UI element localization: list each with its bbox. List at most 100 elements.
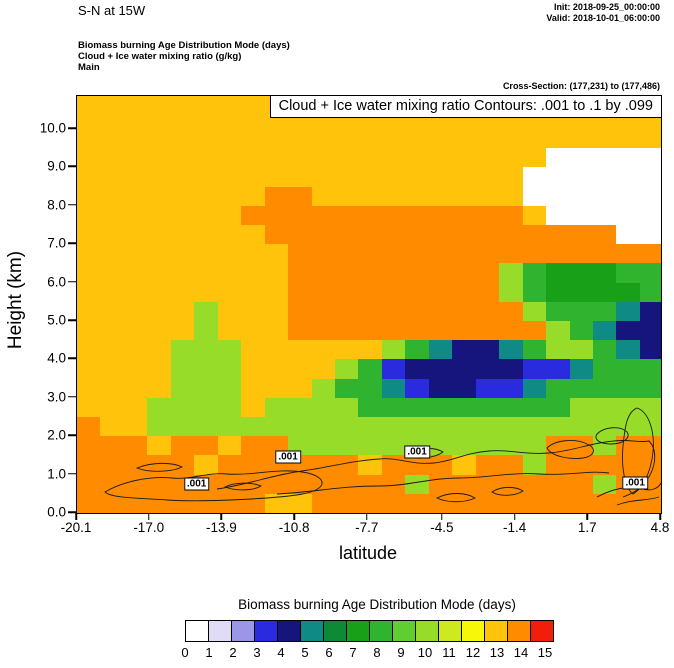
heatmap-cell	[592, 455, 618, 476]
heatmap-cell	[569, 225, 594, 245]
heatmap-cell	[522, 167, 547, 188]
heatmap-cell	[311, 186, 336, 207]
x-tick-label: -1.4	[502, 520, 527, 535]
heatmap-cell	[334, 359, 360, 380]
heatmap-cell	[452, 263, 477, 284]
heatmap-cell	[241, 148, 266, 169]
heatmap-cell	[147, 378, 172, 399]
heatmap-cell	[100, 474, 125, 495]
heatmap-cell	[522, 340, 547, 361]
heatmap-cell	[405, 263, 430, 284]
heatmap-cell	[77, 455, 102, 476]
heatmap-cell	[592, 148, 618, 169]
heatmap-cell	[170, 493, 195, 513]
heatmap-cell	[264, 129, 289, 149]
heatmap-cell	[475, 455, 500, 476]
heatmap-cell	[428, 397, 453, 418]
heatmap-cell	[334, 129, 360, 149]
legend-tick-label: 5	[301, 645, 309, 660]
heatmap-cell	[100, 378, 125, 399]
heatmap-cell	[170, 167, 195, 188]
heatmap-cell	[194, 417, 219, 437]
heatmap-cell	[475, 397, 500, 418]
heatmap-cell	[428, 436, 453, 457]
heatmap-cell	[381, 167, 407, 188]
heatmap-cell	[405, 205, 430, 226]
heatmap-cell	[217, 205, 242, 226]
heatmap-cell	[147, 129, 172, 149]
heatmap-cell	[194, 455, 219, 476]
y-tick-mark	[68, 319, 76, 321]
heatmap-cell	[241, 129, 266, 149]
heatmap-cell	[288, 244, 313, 265]
legend-color-cell	[277, 620, 301, 642]
heatmap-cell	[100, 167, 125, 188]
heatmap-cell	[452, 167, 477, 188]
heatmap-cell	[170, 186, 195, 207]
heatmap-cell	[147, 109, 172, 130]
heatmap-cell	[405, 397, 430, 418]
heatmap-cell	[428, 225, 453, 245]
legend-tick-label: 2	[229, 645, 237, 660]
y-tick-label: 8.0	[47, 197, 66, 213]
heatmap-cell	[522, 321, 547, 341]
heatmap-cell	[569, 282, 594, 303]
heatmap-cell	[405, 167, 430, 188]
heatmap-cell	[475, 244, 500, 265]
heatmap-cell	[569, 301, 594, 322]
heatmap-cell	[77, 205, 102, 226]
heatmap-cell	[499, 244, 524, 265]
heatmap-cell	[358, 167, 383, 188]
heatmap-cell	[639, 417, 661, 437]
heatmap-cell	[358, 148, 383, 169]
heatmap-cell	[100, 129, 125, 149]
heatmap-cell	[217, 321, 242, 341]
heatmap-cell	[123, 321, 149, 341]
legend-color-cell	[231, 620, 255, 642]
heatmap-cell	[452, 205, 477, 226]
heatmap-cell	[569, 397, 594, 418]
heatmap-cell	[77, 301, 102, 322]
heatmap-cell	[217, 455, 242, 476]
heatmap-cell	[592, 493, 618, 513]
heatmap-cell	[358, 340, 383, 361]
x-tick-label: -13.9	[206, 520, 237, 535]
heatmap-cell	[147, 205, 172, 226]
heatmap-cell	[452, 301, 477, 322]
heatmap-cell	[77, 225, 102, 245]
heatmap-cell	[241, 397, 266, 418]
heatmap-cell	[569, 186, 594, 207]
heatmap-cell	[592, 474, 618, 495]
plot-area: Cloud + Ice water mixing ratio Contours:…	[76, 95, 662, 514]
heatmap-cell	[100, 148, 125, 169]
heatmap-cell	[405, 301, 430, 322]
heatmap-cell	[311, 493, 336, 513]
heatmap-cell	[522, 378, 547, 399]
heatmap-cell	[334, 167, 360, 188]
heatmap-cell	[358, 493, 383, 513]
heatmap-cell	[546, 340, 571, 361]
heatmap-cell	[616, 148, 641, 169]
heatmap-cell	[546, 167, 571, 188]
heatmap-cell	[592, 244, 618, 265]
heatmap-cell	[475, 378, 500, 399]
heatmap-cell	[264, 417, 289, 437]
legend-color-cell	[369, 620, 393, 642]
heatmap-cell	[522, 397, 547, 418]
legend-bar	[185, 620, 554, 642]
heatmap-cell	[381, 359, 407, 380]
heatmap-cell	[264, 225, 289, 245]
heatmap-cell	[428, 359, 453, 380]
heatmap-cell	[381, 282, 407, 303]
heatmap-cell	[546, 378, 571, 399]
heatmap-cell	[100, 225, 125, 245]
heatmap-cell	[405, 321, 430, 341]
heatmap-cell	[522, 129, 547, 149]
heatmap-cell	[381, 129, 407, 149]
heatmap-cell	[123, 129, 149, 149]
heatmap-cell	[546, 282, 571, 303]
heatmap-cell	[546, 263, 571, 284]
legend-tick-label: 10	[417, 645, 433, 660]
heatmap-cell	[77, 474, 102, 495]
heatmap-cell	[170, 205, 195, 226]
